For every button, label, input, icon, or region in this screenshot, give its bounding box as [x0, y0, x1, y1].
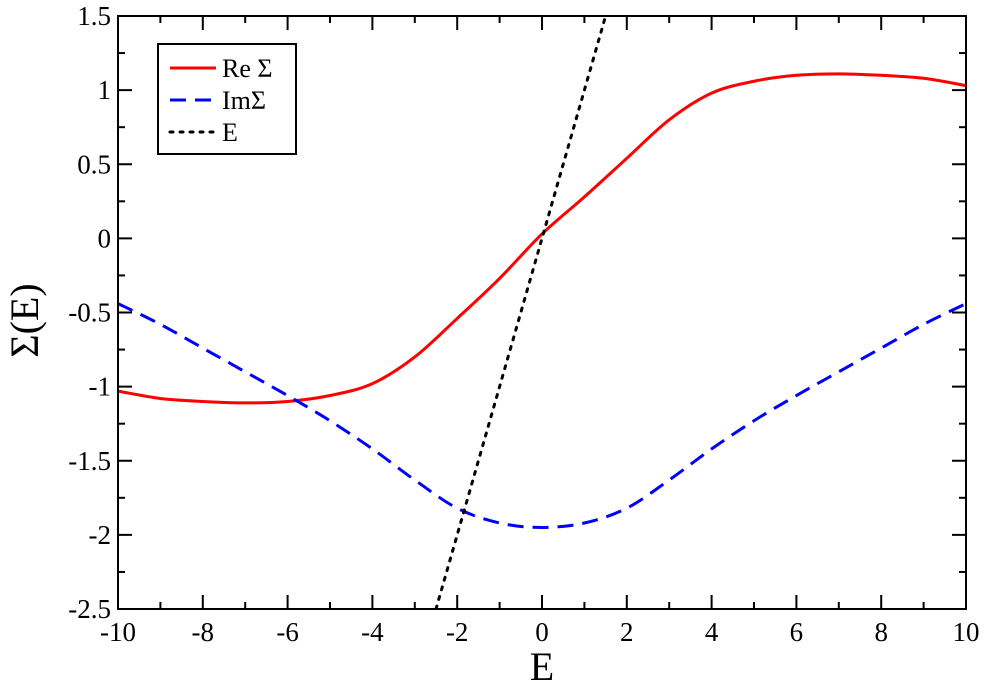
- y-tick-label: 1: [98, 75, 112, 105]
- x-tick-label: 0: [535, 617, 549, 647]
- x-tick-label: 6: [790, 617, 804, 647]
- x-tick-label: 4: [705, 617, 719, 647]
- y-tick-label: -2: [89, 520, 112, 550]
- x-tick-label: -8: [192, 617, 215, 647]
- legend-label-2: ImΣ: [222, 86, 266, 115]
- legend-label-3: E: [222, 118, 238, 147]
- x-tick-label: -10: [100, 617, 136, 647]
- y-tick-label: 1.5: [77, 1, 111, 31]
- y-tick-label: -1: [89, 372, 112, 402]
- series-layer: [118, 16, 966, 609]
- x-tick-label: 10: [953, 617, 980, 647]
- x-tick-label: 8: [874, 617, 888, 647]
- ticks-layer: -10 -8 -6 -4 -2 0 2 4 6 8 10 -2.5 -2 -1.5 -1 -0.5 0 0.5 1 1…: [68, 1, 979, 647]
- x-tick-label: 2: [620, 617, 634, 647]
- x-tick-label: -2: [446, 617, 469, 647]
- x-tick-label: -4: [361, 617, 384, 647]
- y-tick-label: 0.5: [77, 149, 111, 179]
- y-tick-label: -1.5: [68, 446, 111, 476]
- y-tick-label: 0: [98, 223, 112, 253]
- y-tick-label: -2.5: [68, 594, 111, 624]
- series-line-3: [434, 16, 608, 609]
- y-tick-label: -0.5: [68, 298, 111, 328]
- legend-label-1: Re Σ: [222, 54, 273, 83]
- x-axis-title: E: [530, 644, 554, 685]
- y-axis-title: Σ(E): [2, 283, 47, 357]
- series-line-2: [118, 302, 966, 529]
- legend: Re Σ ImΣ E: [157, 43, 297, 155]
- x-tick-label: -6: [276, 617, 299, 647]
